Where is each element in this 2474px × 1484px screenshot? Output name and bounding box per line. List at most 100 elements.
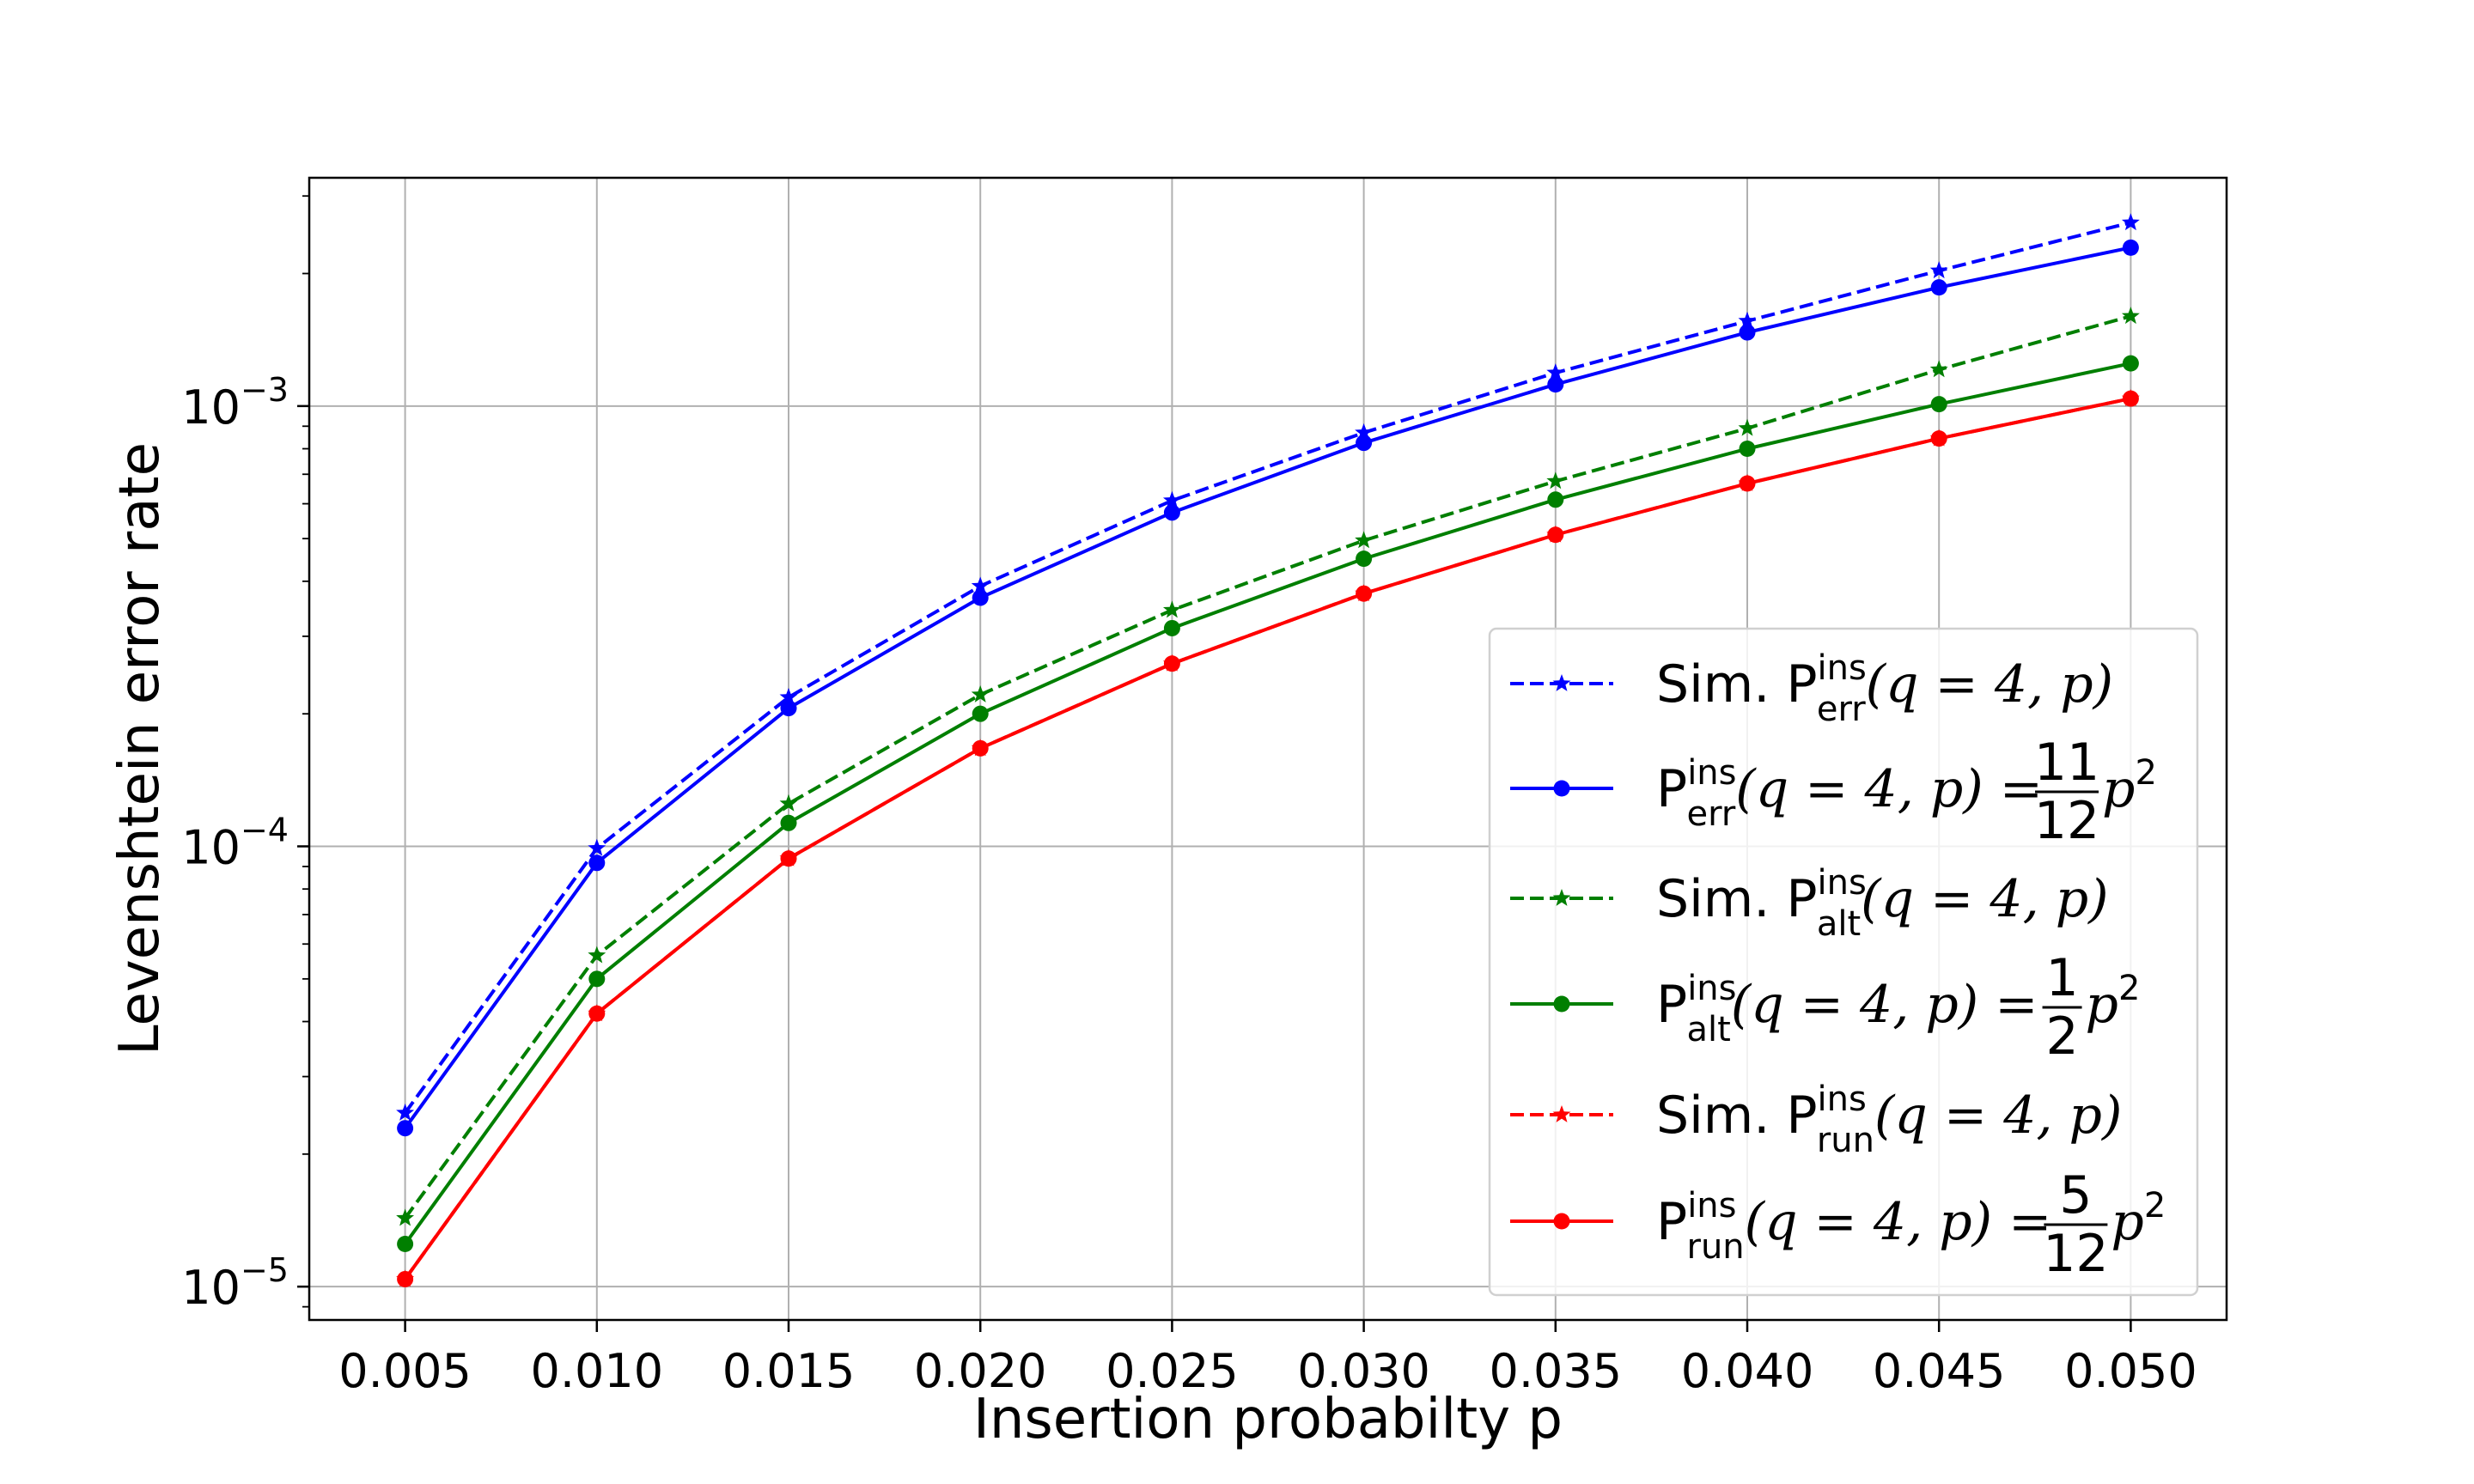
data-point-theory-run [1739,475,1756,492]
data-point-theory-run [1163,655,1180,672]
data-point-theory-run [1930,430,1947,447]
legend-label-theory-alt: Pins alt(q = 4, p) = [1656,969,2038,1049]
series-layer [396,213,2140,1287]
data-point-theory-alt [1163,619,1180,636]
data-point-sim-err [2121,213,2140,231]
data-point-theory-err [397,1120,414,1137]
legend-marker-theory-alt [1553,995,1570,1013]
legend-marker-theory-run [1553,1213,1570,1230]
data-point-sim-err [588,838,606,856]
x-tick-label: 0.030 [1297,1344,1430,1398]
data-point-theory-err [1163,504,1180,521]
data-point-theory-alt [2122,355,2139,372]
data-point-theory-err [1547,376,1564,393]
data-point-theory-alt [1930,396,1947,413]
x-tick-label: 0.050 [2064,1344,2197,1398]
data-point-sim-err [1162,490,1181,508]
series-line-sim-err [403,221,2131,1115]
data-point-sim-alt [588,946,606,964]
data-point-sim-alt [1929,360,1948,378]
series-line-theory-alt [403,362,2131,1245]
series-theory-err [397,239,2139,1137]
legend-box [1488,627,2199,1297]
y-tick-label: 10−4 [181,812,289,875]
data-point-sim-err [1738,311,1757,329]
data-point-theory-err [1739,324,1756,341]
data-point-theory-err [780,700,797,717]
legend-marker-theory-err [1553,780,1570,797]
data-point-theory-err [2122,239,2139,256]
legend-frac-num-theory-alt: 1 [2045,948,2078,1008]
x-tick-label: 0.005 [338,1344,472,1398]
data-point-sim-alt [396,1208,415,1226]
x-tick-label: 0.010 [531,1344,664,1398]
y-tick-label: 10−5 [181,1251,289,1315]
legend-label-sim-run: Sim. Pins run(q = 4, p) [1656,1080,2122,1160]
data-point-sim-err [1546,363,1565,380]
legend-tail-theory-err: p2 [2102,753,2157,819]
x-tick-label: 0.045 [1873,1344,2006,1398]
legend-entry-sim-run: Sim. Pins run(q = 4, p) [1510,1080,2122,1160]
data-point-theory-err [1930,279,1947,296]
data-point-theory-alt [1739,441,1756,458]
series-theory-alt [397,355,2139,1252]
data-point-theory-run [780,850,797,867]
series-sim-err [396,213,2140,1121]
data-point-theory-alt [780,814,797,831]
data-point-theory-run [1547,526,1564,544]
y-axis-label: Levenshtein error rate [108,442,172,1055]
data-point-theory-run [1356,585,1373,602]
data-point-sim-err [971,576,990,594]
data-point-sim-alt [1162,600,1181,618]
x-axis-label: Insertion probabilty p [973,1388,1563,1451]
x-tick-label: 0.015 [722,1344,856,1398]
legend-marker-sim-err [1552,674,1571,691]
data-point-sim-err [1929,261,1948,279]
series-line-sim-alt [403,314,2131,1219]
legend-label-theory-err: Pins err(q = 4, p) = [1656,753,2043,834]
legend: Sim. Pins err(q = 4, p)Pins err(q = 4, p) … [1488,627,2199,1297]
data-point-theory-run [397,1270,414,1287]
data-point-theory-alt [1547,491,1564,508]
plot-frame [308,176,2228,1322]
legend-frac-num-theory-err: 11 [2034,733,2099,793]
data-point-theory-err [1356,435,1373,452]
x-tick-label: 0.035 [1490,1344,1623,1398]
legend-label-theory-run: Pins run(q = 4, p) = [1656,1186,2051,1267]
data-point-sim-alt [971,684,990,702]
data-point-theory-alt [588,970,606,988]
series-sim-alt [396,307,2140,1226]
legend-entry-sim-err: Sim. Pins err(q = 4, p) [1510,648,2113,729]
data-point-theory-err [588,855,606,872]
legend-entry-sim-alt: Sim. Pins alt(q = 4, p) [1510,863,2109,944]
data-point-theory-err [972,589,989,606]
series-line-theory-err [403,246,2131,1129]
legend-label-sim-err: Sim. Pins err(q = 4, p) [1656,648,2113,729]
legend-tail-theory-alt: p2 [2086,969,2141,1035]
x-tick-label: 0.025 [1106,1344,1239,1398]
legend-tail-theory-run: p2 [2111,1186,2166,1252]
data-point-theory-run [2122,390,2139,407]
legend-frac-den-theory-alt: 2 [2045,1007,2078,1067]
data-point-sim-alt [2121,307,2140,325]
legend-marker-sim-run [1552,1105,1571,1122]
data-point-theory-run [972,739,989,757]
data-point-sim-alt [779,794,798,812]
data-point-sim-alt [1355,531,1374,549]
data-point-theory-alt [1356,550,1373,568]
data-point-sim-err [779,687,798,705]
legend-marker-sim-alt [1552,889,1571,906]
legend-frac-num-theory-run: 5 [2059,1165,2092,1226]
legend-frac-den-theory-err: 12 [2034,791,2099,851]
y-tick-label: 10−3 [181,371,289,435]
x-tick-label: 0.040 [1681,1344,1814,1398]
x-tick-label: 0.020 [914,1344,1047,1398]
legend-label-sim-alt: Sim. Pins alt(q = 4, p) [1656,863,2109,944]
axis-ticks: 0.005 0.010 0.015 0.020 0.025 0.030 0.035 0.040… [181,195,2197,1398]
data-point-theory-alt [397,1235,414,1252]
data-point-theory-alt [972,705,989,722]
